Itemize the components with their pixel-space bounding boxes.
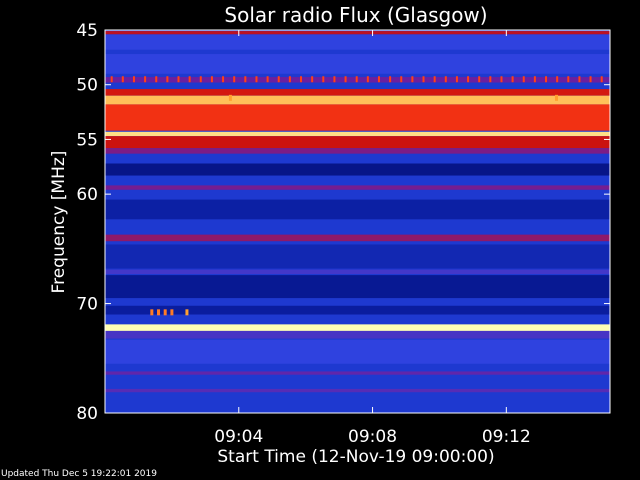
- pulse-mark: [322, 76, 325, 83]
- pulse-mark: [455, 76, 458, 83]
- burst-event: [554, 94, 558, 101]
- frequency-band: [105, 371, 610, 375]
- burst-event: [170, 309, 174, 316]
- pulse-mark: [132, 76, 135, 83]
- burst-event: [228, 94, 232, 101]
- pulse-mark: [300, 76, 303, 83]
- frequency-band: [105, 199, 610, 220]
- burst-event: [150, 309, 154, 316]
- pulse-mark: [288, 76, 291, 83]
- pulse-mark: [255, 76, 258, 83]
- plot-frame: [104, 29, 611, 414]
- pulse-mark: [155, 76, 158, 83]
- pulse-mark: [344, 76, 347, 83]
- axes: 45 50 55 60 70 80 09:04 09:08 09:12: [76, 21, 610, 447]
- pulse-mark: [400, 76, 403, 83]
- pulse-mark: [177, 76, 180, 83]
- burst-event: [163, 309, 167, 316]
- chart-title: Solar radio Flux (Glasgow): [224, 3, 487, 27]
- frequency-band: [105, 95, 610, 105]
- y-tick-label: 60: [76, 185, 98, 205]
- frequency-band: [105, 34, 610, 50]
- frequency-band: [105, 131, 610, 137]
- frequency-band: [105, 330, 610, 339]
- pulse-mark: [389, 76, 392, 83]
- frequency-band: [105, 269, 610, 275]
- y-tick-label: 55: [76, 130, 98, 150]
- pulse-mark: [433, 76, 436, 83]
- burst-event: [185, 309, 189, 316]
- frequency-band: [105, 388, 610, 393]
- pulse-mark: [110, 76, 113, 83]
- pulse-mark: [166, 76, 169, 83]
- burst-event: [157, 309, 161, 316]
- spectrogram-plot: [105, 30, 610, 413]
- pulse-mark: [467, 76, 470, 83]
- pulse-mark: [489, 76, 492, 83]
- pulse-mark: [266, 76, 269, 83]
- pulse-mark: [210, 76, 213, 83]
- pulse-mark: [567, 76, 570, 83]
- pulse-mark: [366, 76, 369, 83]
- pulse-mark: [377, 76, 380, 83]
- pulse-mark: [233, 76, 236, 83]
- pulse-mark: [600, 76, 603, 83]
- x-tick-label: 09:12: [482, 427, 531, 447]
- y-tick-label: 45: [76, 21, 98, 41]
- y-tick-label: 50: [76, 76, 98, 96]
- pulse-mark: [422, 76, 425, 83]
- x-tick-label: 09:08: [348, 427, 397, 447]
- pulse-mark: [533, 76, 536, 83]
- frequency-band: [105, 89, 610, 96]
- update-timestamp: Updated Thu Dec 5 19:22:01 2019: [1, 469, 157, 479]
- pulse-mark: [121, 76, 124, 83]
- frequency-band: [105, 185, 610, 190]
- frequency-band: [105, 148, 610, 154]
- pulse-mark: [578, 76, 581, 83]
- pulse-mark: [333, 76, 336, 83]
- pulse-mark: [244, 76, 247, 83]
- frequency-band: [105, 104, 610, 131]
- pulse-mark: [589, 76, 592, 83]
- frequency-band: [105, 305, 610, 315]
- pulse-mark: [355, 76, 358, 83]
- pulse-mark: [188, 76, 191, 83]
- pulse-mark: [500, 76, 503, 83]
- x-tick-label: 09:04: [214, 427, 263, 447]
- frequency-band: [105, 244, 610, 269]
- pulse-mark: [522, 76, 525, 83]
- frequency-band: [105, 234, 610, 242]
- pulse-mark: [311, 76, 314, 83]
- pulse-mark: [444, 76, 447, 83]
- y-axis-label: Frequency [MHz]: [49, 151, 69, 294]
- pulse-mark: [199, 76, 202, 83]
- frequency-band: [105, 163, 610, 176]
- y-tick-label: 70: [76, 295, 98, 315]
- pulse-mark: [277, 76, 280, 83]
- frequency-band: [105, 324, 610, 331]
- frequency-band: [105, 339, 610, 364]
- x-axis-label: Start Time (12-Nov-19 09:00:00): [217, 447, 494, 467]
- pulse-mark: [556, 76, 559, 83]
- pulse-mark: [511, 76, 514, 83]
- pulse-mark: [545, 76, 548, 83]
- pulse-mark: [222, 76, 225, 83]
- pulse-mark: [478, 76, 481, 83]
- frequency-band: [105, 54, 610, 74]
- frequency-band: [105, 31, 610, 35]
- pulse-mark: [144, 76, 147, 83]
- y-tick-label: 80: [76, 404, 98, 424]
- frequency-band: [105, 136, 610, 149]
- frequency-band: [105, 275, 610, 299]
- pulse-mark: [411, 76, 414, 83]
